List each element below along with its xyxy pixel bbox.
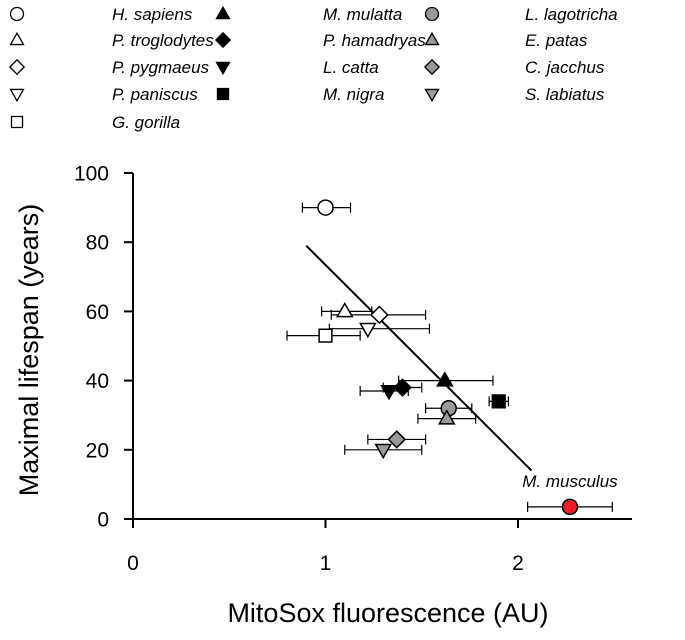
legend-marker-p-paniscus — [9, 88, 25, 103]
legend-label-g-gorilla: G. gorilla — [112, 113, 180, 132]
point-p-hamadryas — [393, 378, 412, 397]
y-tick-label: 0 — [97, 509, 109, 532]
legend-marker-p-hamadryas — [214, 31, 232, 49]
legend-label-h-sapiens: H. sapiens — [112, 5, 193, 24]
point-m-nigra — [491, 394, 506, 409]
point-m-mulatta — [436, 371, 454, 387]
x-tick-label: 2 — [512, 552, 524, 575]
legend-marker-l-lagotricha — [424, 6, 440, 22]
legend: H. sapiens P. troglodytes P. pygmaeus P. pa… — [8, 5, 618, 132]
y-ticks: 0 20 40 60 80 100 — [74, 163, 133, 532]
legend-marker-p-pygmaeus — [8, 58, 26, 76]
legend-label-c-jacchus: C. jacchus — [525, 58, 605, 77]
legend-label-m-mulatta: M. mulatta — [323, 5, 402, 24]
y-tick-label: 40 — [86, 370, 109, 393]
y-tick-label: 60 — [86, 301, 109, 324]
legend-marker-p-troglodytes — [9, 31, 25, 46]
point-h-sapiens — [317, 199, 334, 216]
y-tick-label: 80 — [86, 232, 109, 255]
legend-label-l-catta: L. catta — [323, 58, 379, 77]
legend-label-l-lagotricha: L. lagotricha — [525, 5, 618, 24]
legend-label-m-nigra: M. nigra — [323, 85, 384, 104]
label-m-musculus: M. musculus — [522, 472, 618, 491]
point-e-patas — [437, 409, 456, 425]
legend-label-p-paniscus: P. paniscus — [112, 85, 198, 104]
point-s-labiatus — [374, 443, 393, 460]
legend-label-p-pygmaeus: P. pygmaeus — [112, 58, 210, 77]
legend-marker-m-mulatta — [215, 5, 231, 20]
legend-marker-e-patas — [424, 31, 440, 46]
axes: 0 20 40 60 80 100 0 1 2 MitoSox fluorescence (A… — [14, 163, 632, 628]
regression-line — [305, 244, 533, 472]
legend-marker-h-sapiens — [9, 6, 25, 22]
y-tick-label: 100 — [74, 163, 109, 186]
error-bar-p-paniscus — [328, 323, 431, 334]
plot-area: M. musculus — [286, 199, 618, 516]
point-p-paniscus — [359, 322, 377, 339]
y-axis-title: Maximal lifespan (years) — [14, 204, 44, 497]
legend-label-s-labiatus: S. labiatus — [525, 85, 605, 104]
point-p-pygmaeus — [370, 305, 389, 325]
legend-marker-s-labiatus — [424, 88, 440, 103]
legend-marker-g-gorilla — [10, 115, 24, 129]
legend-marker-m-nigra — [216, 87, 230, 101]
point-m-musculus — [561, 498, 579, 516]
point-g-gorilla — [318, 328, 333, 343]
x-axis-title: MitoSox fluorescence (AU) — [227, 598, 548, 628]
legend-label-e-patas: E. patas — [525, 31, 588, 50]
x-ticks: 0 1 2 — [127, 519, 524, 575]
legend-marker-c-jacchus — [423, 58, 441, 76]
legend-label-p-troglodytes: P. troglodytes — [112, 31, 214, 50]
x-tick-label: 1 — [320, 552, 332, 575]
legend-label-p-hamadryas: P. hamadryas — [323, 31, 426, 50]
point-c-jacchus — [387, 430, 407, 449]
y-tick-label: 20 — [86, 439, 109, 462]
point-l-catta — [380, 384, 398, 401]
x-tick-label: 0 — [127, 552, 139, 575]
point-p-troglodytes — [335, 302, 354, 318]
legend-marker-l-catta — [215, 61, 231, 76]
